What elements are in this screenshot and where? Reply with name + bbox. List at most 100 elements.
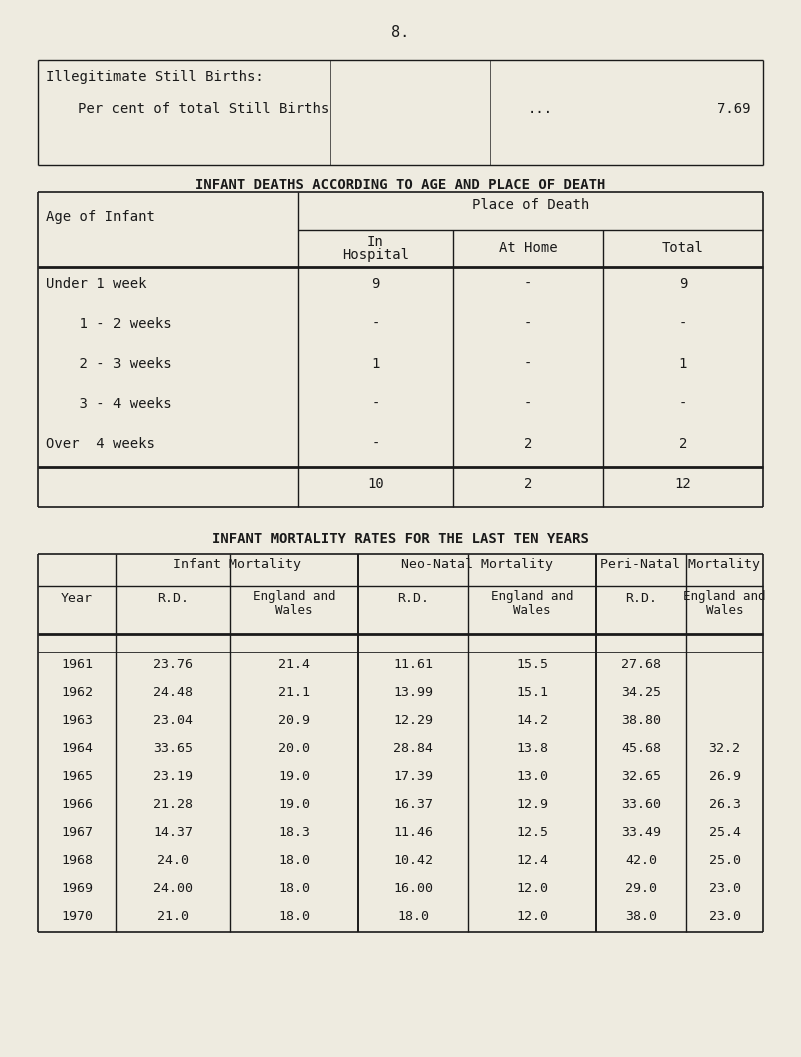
Text: 23.0: 23.0 — [709, 910, 740, 923]
Text: 21.4: 21.4 — [278, 659, 310, 671]
Text: 12.29: 12.29 — [393, 713, 433, 727]
Text: 12: 12 — [674, 477, 691, 492]
Text: 24.48: 24.48 — [153, 686, 193, 699]
Text: -: - — [678, 397, 687, 411]
Text: 9: 9 — [678, 277, 687, 291]
Text: Age of Infant: Age of Infant — [46, 210, 155, 224]
Text: 21.0: 21.0 — [157, 910, 189, 923]
Text: Wales: Wales — [706, 604, 743, 617]
Text: Per cent of total Still Births: Per cent of total Still Births — [78, 101, 329, 116]
Text: 1965: 1965 — [61, 769, 93, 783]
Text: 23.76: 23.76 — [153, 659, 193, 671]
Text: 13.99: 13.99 — [393, 686, 433, 699]
Text: 1961: 1961 — [61, 659, 93, 671]
Text: 2: 2 — [524, 477, 532, 492]
Text: 25.0: 25.0 — [709, 854, 740, 867]
Text: 21.1: 21.1 — [278, 686, 310, 699]
Text: -: - — [524, 357, 532, 371]
Text: 16.37: 16.37 — [393, 798, 433, 811]
Text: 15.5: 15.5 — [516, 659, 548, 671]
Text: 18.0: 18.0 — [278, 910, 310, 923]
Text: 34.25: 34.25 — [621, 686, 661, 699]
Text: Total: Total — [662, 241, 704, 255]
Text: 32.2: 32.2 — [709, 742, 740, 755]
Text: Over  4 weeks: Over 4 weeks — [46, 437, 155, 451]
Text: Illegitimate Still Births:: Illegitimate Still Births: — [46, 70, 264, 84]
Text: 3 - 4 weeks: 3 - 4 weeks — [46, 397, 171, 411]
Text: 2 - 3 weeks: 2 - 3 weeks — [46, 357, 171, 371]
Text: 12.0: 12.0 — [516, 882, 548, 895]
Text: Hospital: Hospital — [342, 248, 409, 262]
Text: INFANT MORTALITY RATES FOR THE LAST TEN YEARS: INFANT MORTALITY RATES FOR THE LAST TEN … — [211, 532, 589, 546]
Text: At Home: At Home — [499, 241, 557, 255]
Text: England and: England and — [491, 590, 574, 602]
Text: 8.: 8. — [391, 25, 409, 40]
Text: 20.0: 20.0 — [278, 742, 310, 755]
Text: Place of Death: Place of Death — [472, 198, 589, 212]
Text: 1964: 1964 — [61, 742, 93, 755]
Text: 1 - 2 weeks: 1 - 2 weeks — [46, 317, 171, 331]
Text: Wales: Wales — [276, 604, 312, 617]
Text: 19.0: 19.0 — [278, 798, 310, 811]
Text: England and: England and — [683, 590, 766, 602]
Text: 27.68: 27.68 — [621, 659, 661, 671]
Text: R.D.: R.D. — [157, 592, 189, 605]
Text: 45.68: 45.68 — [621, 742, 661, 755]
Text: 10.42: 10.42 — [393, 854, 433, 867]
Text: 33.60: 33.60 — [621, 798, 661, 811]
Text: 21.28: 21.28 — [153, 798, 193, 811]
Text: 16.00: 16.00 — [393, 882, 433, 895]
Text: 28.84: 28.84 — [393, 742, 433, 755]
Text: 24.0: 24.0 — [157, 854, 189, 867]
Text: 12.0: 12.0 — [516, 910, 548, 923]
Text: -: - — [524, 277, 532, 291]
Text: 18.3: 18.3 — [278, 826, 310, 839]
Text: 12.5: 12.5 — [516, 826, 548, 839]
Text: 1968: 1968 — [61, 854, 93, 867]
Text: 23.04: 23.04 — [153, 713, 193, 727]
Text: 1967: 1967 — [61, 826, 93, 839]
Text: 1966: 1966 — [61, 798, 93, 811]
Text: 17.39: 17.39 — [393, 769, 433, 783]
Text: ...: ... — [527, 101, 553, 116]
Text: In: In — [367, 235, 384, 249]
Text: 14.37: 14.37 — [153, 826, 193, 839]
Text: 9: 9 — [372, 277, 380, 291]
Text: 1969: 1969 — [61, 882, 93, 895]
Text: -: - — [372, 437, 380, 451]
Text: 18.0: 18.0 — [278, 882, 310, 895]
Text: 33.65: 33.65 — [153, 742, 193, 755]
Text: -: - — [372, 317, 380, 331]
Text: 13.8: 13.8 — [516, 742, 548, 755]
Text: 29.0: 29.0 — [625, 882, 657, 895]
Text: 26.3: 26.3 — [709, 798, 740, 811]
Text: 11.46: 11.46 — [393, 826, 433, 839]
Text: 42.0: 42.0 — [625, 854, 657, 867]
Text: R.D.: R.D. — [397, 592, 429, 605]
Text: -: - — [372, 397, 380, 411]
Text: England and: England and — [253, 590, 336, 602]
Text: 11.61: 11.61 — [393, 659, 433, 671]
Text: 38.80: 38.80 — [621, 713, 661, 727]
Text: 7.69: 7.69 — [718, 101, 751, 116]
Text: 26.9: 26.9 — [709, 769, 740, 783]
Text: -: - — [524, 397, 532, 411]
Text: 2: 2 — [524, 437, 532, 451]
Text: 18.0: 18.0 — [397, 910, 429, 923]
Text: 1970: 1970 — [61, 910, 93, 923]
Text: 13.0: 13.0 — [516, 769, 548, 783]
Text: 10: 10 — [367, 477, 384, 492]
Text: Peri-Natal Mortality: Peri-Natal Mortality — [599, 558, 759, 571]
Text: 38.0: 38.0 — [625, 910, 657, 923]
Text: -: - — [678, 317, 687, 331]
Text: INFANT DEATHS ACCORDING TO AGE AND PLACE OF DEATH: INFANT DEATHS ACCORDING TO AGE AND PLACE… — [195, 178, 606, 192]
Text: 12.9: 12.9 — [516, 798, 548, 811]
Text: 1: 1 — [372, 357, 380, 371]
Text: 24.00: 24.00 — [153, 882, 193, 895]
Text: Infant Mortality: Infant Mortality — [173, 558, 301, 571]
Text: 1963: 1963 — [61, 713, 93, 727]
Text: 1: 1 — [678, 357, 687, 371]
Text: 15.1: 15.1 — [516, 686, 548, 699]
Text: Under 1 week: Under 1 week — [46, 277, 147, 291]
Text: Year: Year — [61, 592, 93, 605]
